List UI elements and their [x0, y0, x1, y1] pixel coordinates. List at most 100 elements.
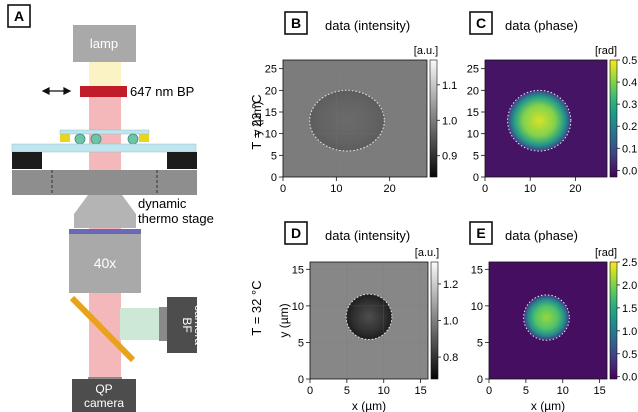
- objective-band: [69, 229, 141, 234]
- colorbar-tick-label: 0.3: [622, 99, 637, 111]
- bf-beam: [120, 308, 160, 340]
- sample-coverslip: [59, 129, 150, 135]
- y-tick-label: 25: [265, 64, 277, 76]
- filter-move-arrow: [41, 87, 72, 95]
- spot: [523, 294, 570, 341]
- spot: [309, 90, 385, 151]
- setup-diagram: A lamp 647 nm BP dynamic thermo stage: [7, 4, 214, 412]
- y-tick-label: 0: [473, 172, 479, 184]
- x-tick-label: 10: [330, 183, 342, 195]
- stage-clamp-right: [167, 152, 197, 169]
- x-axis-label: x (µm): [531, 399, 565, 412]
- x-tick-label: 10: [557, 385, 569, 397]
- colorbar-tick-label: 0.2: [622, 121, 637, 133]
- x-tick-label: 20: [569, 183, 581, 195]
- spot: [507, 90, 571, 151]
- colorbar-unit: [a.u.]: [414, 45, 438, 57]
- panel-letter-box: [284, 221, 308, 245]
- plot-frame: [484, 59, 608, 178]
- y-tick-label: 10: [265, 129, 277, 141]
- x-tick-label: 10: [524, 183, 536, 195]
- stage-clamp-left: [12, 152, 42, 169]
- colorbar: [609, 261, 618, 380]
- thermo-stage: [12, 170, 197, 195]
- panel-letter-box: [469, 11, 493, 35]
- panel-letter-box-a: [7, 4, 31, 28]
- y-tick-label: 15: [467, 107, 479, 119]
- y-tick-label: 5: [298, 337, 304, 349]
- x-tick-label: 5: [344, 385, 350, 397]
- colorbar: [429, 59, 438, 178]
- row-label-bottom: T = 32 °C: [249, 280, 264, 335]
- panel-letter-a: A: [14, 8, 24, 24]
- lamp-label: lamp: [90, 36, 118, 51]
- colorbar-tick-label: 1.0: [622, 326, 637, 338]
- panel-letter-box: [284, 11, 308, 35]
- y-axis-label: y (µm): [250, 101, 264, 135]
- x-tick-label: 15: [415, 385, 427, 397]
- y-tick-label: 15: [265, 107, 277, 119]
- y-tick-label: 20: [265, 85, 277, 97]
- droplet: [90, 133, 102, 145]
- lamp-beam: [89, 62, 121, 88]
- colorbar-tick-label: 0.4: [622, 77, 637, 89]
- lamp-box: [73, 25, 136, 62]
- y-tick-label: 15: [292, 264, 304, 276]
- panel-letter: D: [291, 225, 301, 241]
- x-tick-label: 0: [280, 183, 286, 195]
- y-tick-label: 15: [471, 264, 483, 276]
- y-tick-label: 10: [471, 301, 483, 313]
- plot-frame: [488, 261, 608, 380]
- colorbar-tick-label: 0.8: [443, 352, 458, 364]
- colorbar-tick-label: 0.5: [622, 349, 637, 361]
- spot: [346, 294, 392, 340]
- x-tick-label: 20: [384, 183, 396, 195]
- stage-label-line2: thermo stage: [138, 211, 214, 226]
- colorbar: [609, 59, 618, 178]
- colorbar-unit: [a.u.]: [415, 247, 439, 259]
- colorbar-tick-label: 1.0: [443, 316, 458, 328]
- droplet: [74, 133, 86, 145]
- y-tick-label: 20: [467, 85, 479, 97]
- bandpass-filter: [80, 86, 127, 97]
- y-tick-label: 10: [292, 301, 304, 313]
- colorbar-tick-label: 1.1: [442, 80, 457, 92]
- plot-title: data (phase): [505, 228, 578, 243]
- colorbar: [430, 261, 439, 380]
- spot-outline: [345, 293, 393, 341]
- objective-tip: [74, 195, 136, 228]
- colorbar-tick-label: 0.1: [622, 143, 637, 155]
- qp-camera-label-1: QP: [95, 382, 112, 396]
- panel-letter-box: [469, 221, 493, 245]
- row-label-top: T = 23 °C: [249, 94, 264, 149]
- spot-outline: [309, 89, 385, 152]
- qp-camera-label-2: camera: [84, 396, 124, 410]
- filter-label: 647 nm BP: [130, 84, 194, 99]
- y-tick-label: 5: [477, 337, 483, 349]
- x-tick-label: 0: [307, 385, 313, 397]
- colorbar-tick-label: 1.5: [622, 303, 637, 315]
- x-axis-label: x (µm): [352, 399, 386, 412]
- y-tick-label: 5: [271, 150, 277, 162]
- y-tick-label: 25: [467, 64, 479, 76]
- y-tick-label: 10: [467, 129, 479, 141]
- spot-outline: [523, 294, 570, 341]
- y-tick-label: 0: [298, 374, 304, 386]
- bf-camera-body: [167, 297, 197, 353]
- colorbar-tick-label: 1.0: [442, 115, 457, 127]
- panel-letter: B: [291, 15, 301, 31]
- colorbar-tick-label: 0.0: [622, 165, 637, 177]
- x-tick-label: 5: [523, 385, 529, 397]
- beam-splitter-mirror: [69, 295, 136, 363]
- colorbar-unit: [rad]: [595, 247, 617, 259]
- sample-slide: [11, 143, 197, 153]
- bf-camera-label-2: camera: [192, 305, 206, 345]
- objective-label: 40x: [94, 255, 117, 271]
- panel-letter: C: [476, 15, 486, 31]
- y-tick-label: 5: [473, 150, 479, 162]
- y-tick-label: 0: [271, 172, 277, 184]
